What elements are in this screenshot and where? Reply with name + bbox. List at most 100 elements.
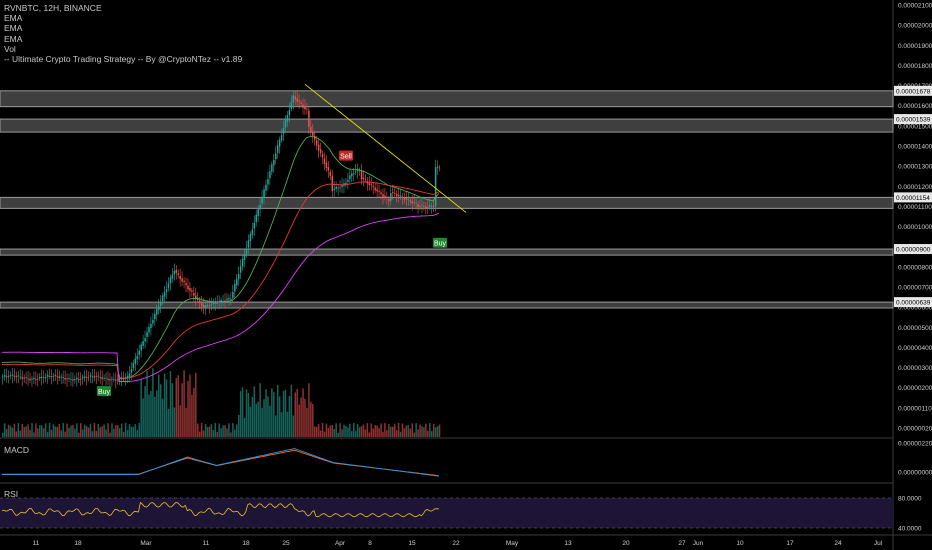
signal-text: Buy <box>434 241 447 248</box>
volume-bar <box>249 406 252 437</box>
volume-bar <box>148 394 150 437</box>
price-tick-label: 0.00001500 <box>898 123 932 130</box>
volume-bar <box>411 423 413 437</box>
volume-bar <box>97 423 100 437</box>
volume-bar <box>255 403 257 437</box>
volume-bar <box>419 424 421 437</box>
volume-bar <box>310 401 312 437</box>
volume-bar <box>407 425 410 437</box>
volume-bar <box>354 430 357 437</box>
candle-body <box>120 378 123 380</box>
volume-bar <box>417 429 419 437</box>
candle-body <box>11 374 14 376</box>
candle-body <box>48 375 51 377</box>
indicator-volume[interactable]: Vol <box>4 43 16 54</box>
volume-bar <box>284 389 287 437</box>
volume-bar <box>236 424 238 437</box>
volume-bar <box>39 425 41 437</box>
indicator-ema-1[interactable]: EMA <box>4 13 23 24</box>
indicator-ema-2[interactable]: EMA <box>4 23 23 34</box>
time-tick-label: 20 <box>622 540 630 547</box>
candle-body <box>434 167 437 206</box>
volume-bar <box>42 428 45 437</box>
volume-bar <box>335 423 337 437</box>
macd-panel-label: MACD <box>4 445 30 455</box>
signal-badge <box>97 386 111 397</box>
volume-bar <box>399 431 402 437</box>
candle-body <box>93 376 96 378</box>
candle-body <box>335 186 337 189</box>
indicator-ema-3[interactable]: EMA <box>4 33 23 44</box>
volume-bar <box>187 380 189 437</box>
candle-body <box>257 209 259 216</box>
volume-bar <box>261 408 263 437</box>
candle-body <box>263 189 265 197</box>
candle-body <box>405 198 408 200</box>
volume-bar <box>78 432 80 437</box>
price-tick-label: 0.00001600 <box>898 103 932 110</box>
volume-bar <box>115 425 117 437</box>
volume-bar <box>202 430 205 437</box>
time-tick-label: 8 <box>368 540 372 547</box>
candle-body <box>345 182 347 185</box>
volume-bar <box>60 430 62 437</box>
volume-bar <box>109 432 111 437</box>
volume-bar <box>415 423 417 437</box>
candle-body <box>60 376 62 378</box>
volume-bar <box>185 407 187 437</box>
volume-bar <box>288 395 291 437</box>
volume-bar <box>122 431 125 437</box>
candle-body <box>177 273 179 275</box>
volume-bar <box>323 431 326 437</box>
volume-bar <box>302 388 304 437</box>
candle-body <box>3 375 6 377</box>
volume-bar <box>234 429 236 437</box>
candle-body <box>62 377 64 378</box>
price-tick-label: 0.00000200 <box>898 385 932 392</box>
candle-body <box>323 158 326 164</box>
candle-body <box>427 206 429 208</box>
volume-bar <box>232 423 234 437</box>
time-tick-label: 11 <box>33 540 40 547</box>
price-level-text: 0.00000900 <box>896 247 931 254</box>
volume-bar <box>74 428 76 437</box>
price-level-text: 0.00000639 <box>896 300 931 307</box>
candle-body <box>253 222 256 229</box>
volume-bar <box>165 379 168 437</box>
candle-body <box>74 379 76 380</box>
candle-body <box>237 273 240 279</box>
volume-bar <box>93 423 96 437</box>
volume-bar <box>200 423 203 437</box>
signal-buy-label: Buy <box>97 386 111 397</box>
volume-bar <box>257 401 259 437</box>
candle-body <box>386 197 388 199</box>
candle-body <box>327 167 330 171</box>
price-tick-label: 0.00001300 <box>898 164 932 171</box>
candle-body <box>37 378 39 380</box>
candle-body <box>265 184 267 191</box>
volume-bar <box>62 423 64 437</box>
candle-body <box>372 185 374 187</box>
indicator-strategy[interactable]: -- Ultimate Crypto Trading Strategy -- B… <box>4 54 243 65</box>
volume-bar <box>198 431 201 437</box>
candle-body <box>200 302 203 306</box>
volume-bar <box>245 389 248 437</box>
candle-body <box>175 269 178 273</box>
volume-bar <box>46 432 49 437</box>
candle-body <box>138 350 140 355</box>
candle-body <box>179 275 181 280</box>
volume-bar <box>120 423 123 437</box>
candle-body <box>107 378 109 380</box>
volume-bar <box>271 388 273 437</box>
volume-bar <box>140 378 142 437</box>
volume-bar <box>364 429 367 437</box>
symbol-title[interactable]: RVNBTC, 12H, BINANCE <box>4 3 102 13</box>
volume-bar <box>226 428 228 437</box>
volume-bar <box>167 408 170 437</box>
price-tick-label: 0.00001800 <box>898 63 932 70</box>
volume-bar <box>169 371 172 437</box>
volume-bar <box>159 384 162 437</box>
volume-bar <box>331 424 334 437</box>
candle-body <box>423 205 425 207</box>
